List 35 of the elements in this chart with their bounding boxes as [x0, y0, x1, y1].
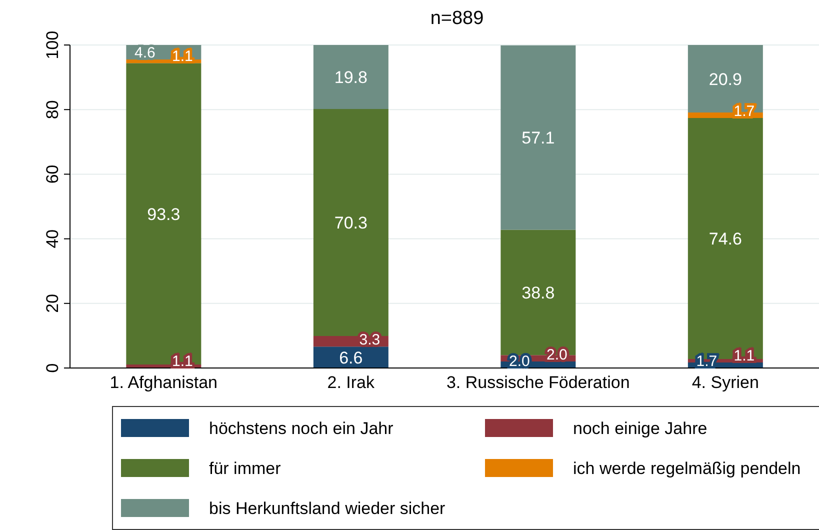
- data-label: 74.6: [708, 229, 742, 248]
- chart-title: n=889: [429, 8, 485, 30]
- legend-label: bis Herkunftsland wieder sicher: [209, 498, 446, 518]
- y-tick-label: 80: [43, 100, 62, 120]
- data-label: 4.6: [134, 44, 156, 62]
- legend-label: ich werde regelmäßig pendeln: [573, 458, 801, 478]
- bar: [126, 63, 202, 364]
- data-label: 20.9: [708, 70, 742, 89]
- legend-label: für immer: [209, 458, 281, 478]
- data-label: 6.6: [339, 348, 363, 368]
- data-label: 2.0: [546, 346, 568, 364]
- data-label: 1.1: [734, 348, 755, 365]
- data-label: 3.3: [359, 332, 380, 349]
- bar: [500, 45, 576, 230]
- data-label: 19.8: [334, 68, 368, 87]
- x-tick-label: 1. Afghanistan: [110, 373, 218, 392]
- data-label: 2.0: [508, 353, 530, 370]
- y-tick-label: 60: [43, 164, 62, 184]
- y-tick-label: 20: [43, 294, 62, 313]
- data-label: 57.1: [522, 128, 555, 148]
- x-tick-label: 4. Syrien: [692, 373, 759, 392]
- bar: [313, 346, 388, 368]
- y-tick-label: 0: [43, 363, 62, 373]
- x-tick-label: 2. Irak: [327, 373, 375, 392]
- data-label: 1.7: [696, 353, 718, 370]
- x-tick-label: 3. Russische Föderation: [446, 373, 630, 392]
- y-tick-label: 40: [43, 229, 62, 248]
- bar: [313, 45, 388, 109]
- data-label: 70.3: [334, 213, 368, 232]
- data-label: 38.8: [522, 283, 555, 302]
- y-tick-label: 100: [43, 30, 62, 60]
- legend-label: höchstens noch ein Jahr: [209, 418, 394, 438]
- data-label: 93.3: [147, 204, 180, 224]
- data-label: 1.1: [172, 353, 193, 370]
- legend-label: noch einige Jahre: [573, 418, 708, 438]
